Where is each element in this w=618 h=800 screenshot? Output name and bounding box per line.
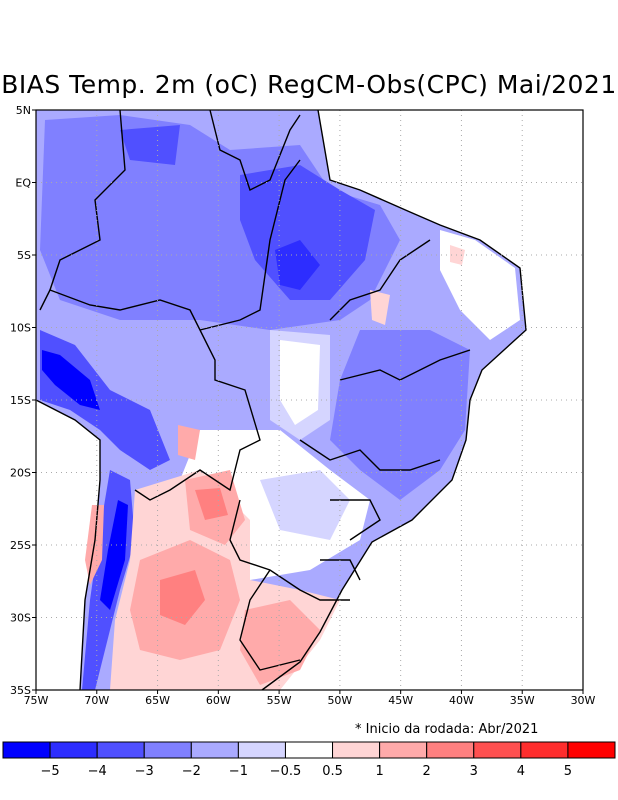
field-level-1-2 [240, 600, 320, 685]
colorbar-label: −3 [135, 764, 154, 779]
colorbar-label: −1 [229, 764, 248, 779]
colorbar: −5 −4 −3 −2 −1 −0.5 0.5 1 2 3 4 5 [2, 741, 616, 779]
x-tick-label: 30W [571, 694, 596, 707]
run-start-note: * Inicio da rodada: Abr/2021 [355, 722, 539, 737]
field-level-2-3 [160, 570, 205, 625]
country-borders [35, 109, 527, 691]
x-tick-label: 75W [24, 694, 49, 707]
x-tick-label: 35W [510, 694, 535, 707]
colorbar-label: 2 [423, 764, 431, 779]
x-tick-label: 45W [388, 694, 413, 707]
field-level-05-1 [370, 290, 390, 325]
x-tick-label: 50W [327, 694, 352, 707]
field-level-minus4-minus3 [240, 165, 375, 300]
field-level-below-minus5 [42, 350, 100, 410]
colorbar-label: 3 [470, 764, 478, 779]
y-tick-label: 20S [10, 467, 31, 480]
colorbar-label: −5 [40, 764, 59, 779]
field-level-minus3-minus2 [330, 330, 470, 500]
gridlines [36, 110, 583, 690]
y-tick-label: 25S [10, 539, 31, 552]
colorbar-label: −2 [182, 764, 201, 779]
x-axis: 75W 70W 65W 60W 55W 50W 45W 40W 35W 30W [24, 690, 596, 707]
y-tick-label: 15S [10, 394, 31, 407]
colorbar-swatch [143, 741, 192, 759]
y-tick-label: 35S [10, 684, 31, 697]
colorbar-swatch [567, 741, 616, 759]
colorbar-swatch [96, 741, 145, 759]
x-tick-label: 70W [84, 694, 109, 707]
colorbar-swatch [2, 741, 51, 759]
colorbar-label: −4 [88, 764, 107, 779]
field-level-1-2 [178, 425, 200, 460]
colorbar-label: 1 [375, 764, 383, 779]
colorbar-label: 0.5 [322, 764, 343, 779]
field-level-minus4-minus3 [120, 125, 180, 165]
x-tick-label: 55W [267, 694, 292, 707]
field-level-2-3 [195, 488, 228, 520]
colorbar-label: −0.5 [270, 764, 302, 779]
x-tick-label: 40W [449, 694, 474, 707]
y-tick-label: 10S [10, 322, 31, 335]
colorbar-label: 4 [517, 764, 525, 779]
y-tick-label: 30S [10, 612, 31, 625]
y-axis: 5N EQ 5S 10S 15S 20S 25S 30S 35S [10, 104, 36, 697]
field-level-minus4-minus3 [40, 330, 170, 470]
field-level-minus5-minus4 [275, 240, 320, 290]
colorbar-swatch [284, 741, 334, 759]
colorbar-swatch [520, 741, 569, 759]
field-level-neutral [280, 340, 320, 425]
chart-title: BIAS Temp. 2m (oC) RegCM-Obs(CPC) Mai/20… [1, 70, 617, 99]
colorbar-swatch [237, 741, 286, 759]
x-tick-label: 60W [206, 694, 231, 707]
colorbar-swatch [190, 741, 239, 759]
x-tick-label: 65W [145, 694, 170, 707]
field-level-minus1-minus05 [260, 470, 350, 540]
colorbar-swatch [426, 741, 475, 759]
colorbar-swatch [379, 741, 428, 759]
colorbar-swatch [473, 741, 522, 759]
colorbar-swatch [49, 741, 98, 759]
y-tick-label: EQ [15, 177, 31, 190]
field-level-below-minus5 [100, 500, 128, 610]
colorbar-swatch [332, 741, 381, 759]
colorbar-label: 5 [564, 764, 572, 779]
y-tick-label: 5N [16, 104, 31, 117]
y-tick-label: 5S [17, 249, 31, 262]
